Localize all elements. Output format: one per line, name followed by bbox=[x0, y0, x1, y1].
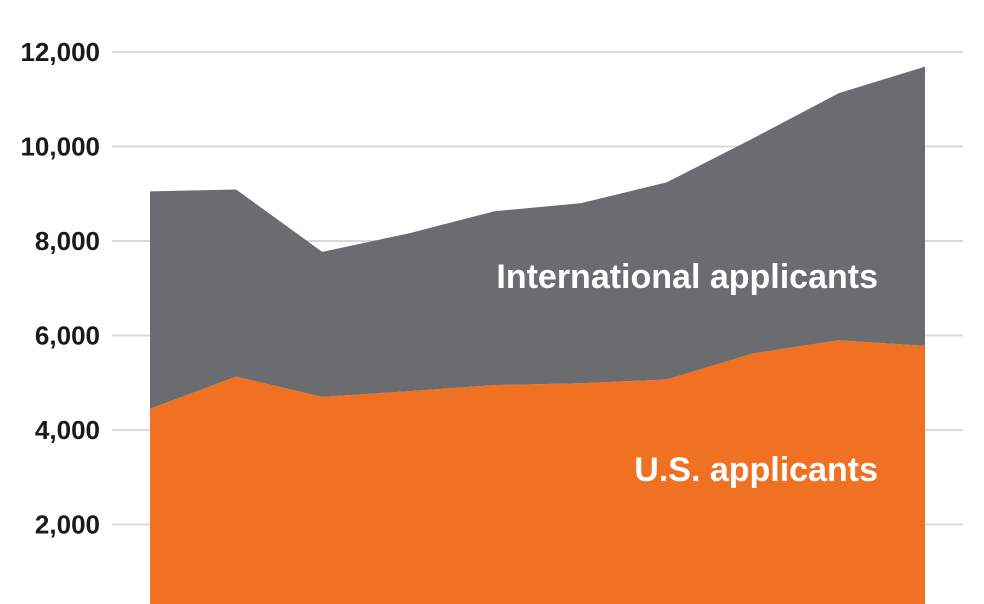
us-applicants-label: U.S. applicants bbox=[634, 451, 878, 489]
y-tick-label: 6,000 bbox=[35, 321, 100, 351]
series-labels: U.S. applicants International applicants bbox=[496, 258, 878, 489]
y-tick-label: 10,000 bbox=[20, 132, 100, 162]
us-applicants-area bbox=[150, 340, 925, 604]
international-applicants-label: International applicants bbox=[496, 258, 878, 296]
y-tick-label: 2,000 bbox=[35, 510, 100, 540]
y-axis: 2,000 4,000 6,000 8,000 10,000 12,000 bbox=[20, 37, 100, 540]
y-tick-label: 12,000 bbox=[20, 37, 100, 67]
area-series bbox=[150, 66, 925, 604]
international-applicants-area bbox=[150, 66, 925, 409]
y-tick-label: 8,000 bbox=[35, 226, 100, 256]
y-tick-label: 4,000 bbox=[35, 415, 100, 445]
